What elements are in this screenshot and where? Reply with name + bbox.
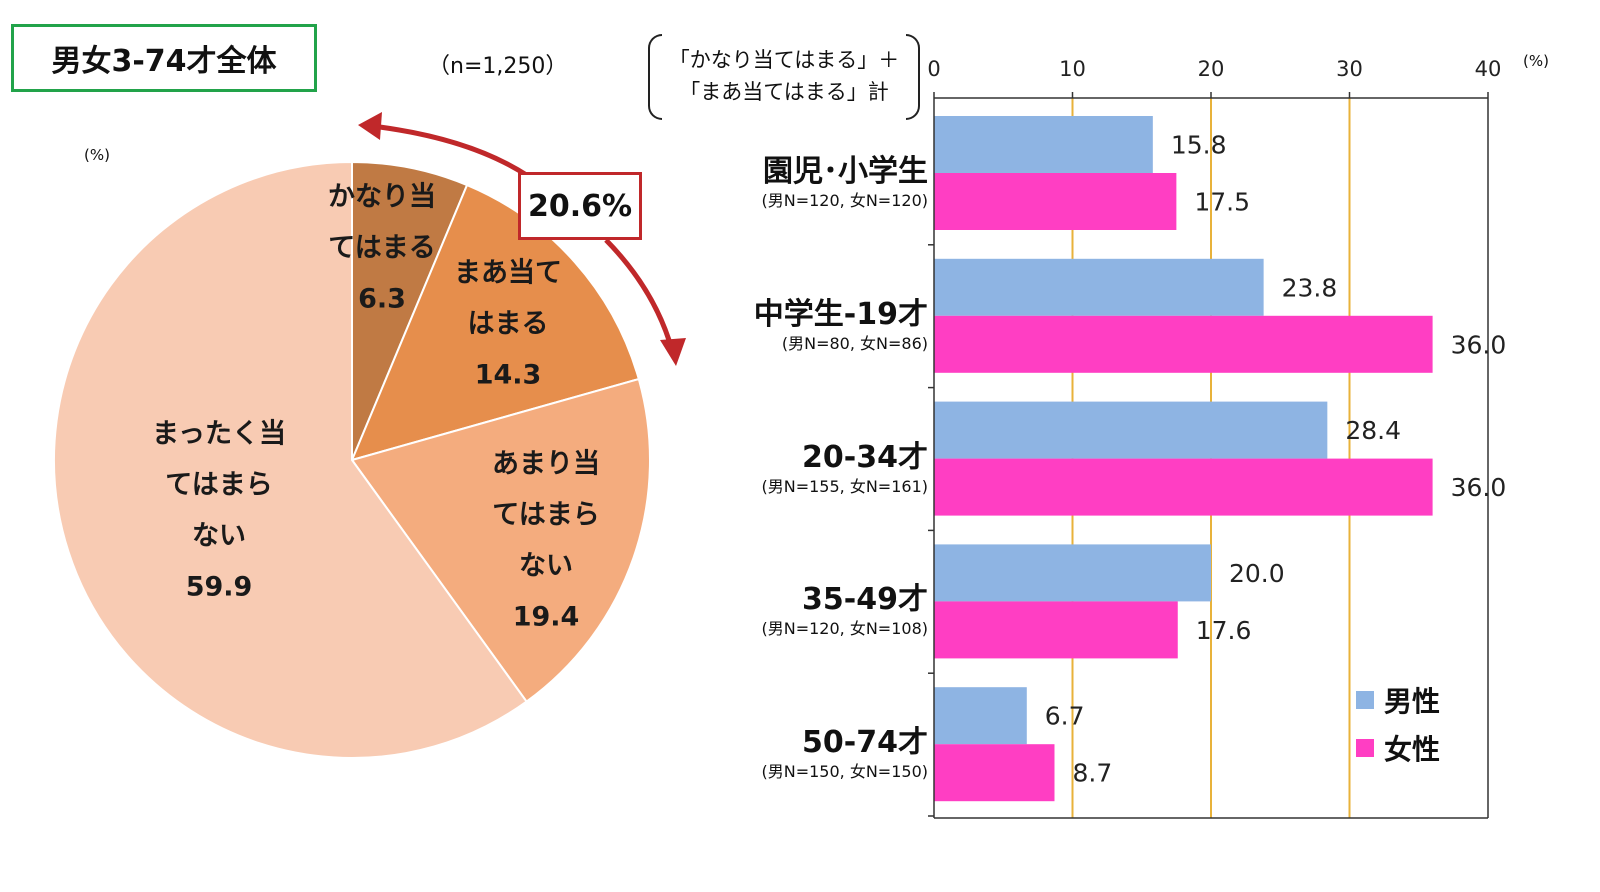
total-arrow xyxy=(371,123,530,179)
x-tick-label: 10 xyxy=(1059,57,1086,81)
bar-header-line2: 「まあ当てはまる」計 xyxy=(679,80,889,104)
pie-slice xyxy=(53,160,528,759)
pie-slice-label: てはまら xyxy=(165,470,272,501)
category-name: 園児･小学生 xyxy=(763,154,928,189)
x-tick-label: 40 xyxy=(1475,57,1502,81)
bar-female xyxy=(934,458,1433,516)
category-name: 20-34才 xyxy=(802,439,928,475)
pie-slice-label: てはまら xyxy=(492,500,599,531)
bar-value-label: 36.0 xyxy=(1451,330,1507,359)
category-sample-size: (男N=120, 女N=120) xyxy=(761,191,929,210)
pie-slice-value: 19.4 xyxy=(513,602,580,633)
bar-value-label: 28.4 xyxy=(1345,416,1401,445)
x-tick-label: 30 xyxy=(1336,57,1363,81)
pie-slice-value: 6.3 xyxy=(358,284,406,315)
bar-value-label: 6.7 xyxy=(1045,702,1085,731)
category-sample-size: (男N=150, 女N=150) xyxy=(761,762,929,782)
category-label: 園児･小学生 (男N=120, 女N=120) xyxy=(700,154,929,212)
legend-item-male: 男性 xyxy=(1356,676,1440,724)
category-label: 中学生-19才 (男N=80, 女N=86) xyxy=(700,297,928,355)
bar-male xyxy=(934,258,1264,316)
bar-value-label: 15.8 xyxy=(1171,131,1227,160)
pie-slice-label: あまり当 xyxy=(492,449,600,480)
bar-value-label: 36.0 xyxy=(1451,473,1507,502)
category-sample-size: (男N=120, 女N=108) xyxy=(761,619,929,639)
bar-female xyxy=(934,315,1433,373)
bar-chart-header: 「かなり当てはまる」＋ 「まあ当てはまる」計 xyxy=(648,34,920,120)
category-name: 50-74才 xyxy=(802,725,928,761)
category-sample-size: (男N=155, 女N=161) xyxy=(761,476,929,496)
category-name: 中学生-19才 xyxy=(753,296,928,332)
pie-slice-value: 59.9 xyxy=(186,572,253,603)
total-arrow-head-right xyxy=(660,338,686,366)
bar-female xyxy=(934,744,1055,802)
pie-slice-value: 14.3 xyxy=(475,360,542,391)
pie-slice xyxy=(350,183,641,462)
bar-male xyxy=(934,116,1153,173)
bar-header-line1: 「かなり当てはまる」＋ xyxy=(668,48,900,72)
legend-swatch-male xyxy=(1356,691,1374,709)
pie-slice-label: かなり当 xyxy=(328,182,436,213)
bar-male xyxy=(934,544,1211,602)
pie-slice xyxy=(351,160,469,461)
bar-value-label: 23.8 xyxy=(1282,273,1338,302)
pie-unit-label: (%) xyxy=(84,146,110,164)
category-sample-size: (男N=80, 女N=86) xyxy=(781,333,928,353)
pie-slice-label: ない xyxy=(192,521,246,552)
pie-slice-label: はまる xyxy=(468,309,549,340)
bar-value-label: 17.5 xyxy=(1194,188,1250,217)
pie-slice-label: てはまる xyxy=(328,233,435,264)
x-tick-label: 0 xyxy=(927,57,940,81)
bar-male xyxy=(934,401,1328,459)
chart-title: 男女3-74才全体 xyxy=(11,24,317,92)
category-label: 20-34才 (男N=155, 女N=161) xyxy=(700,439,929,498)
legend-swatch-female xyxy=(1356,739,1374,757)
bar-value-label: 20.0 xyxy=(1229,559,1285,588)
bar-female xyxy=(934,173,1177,230)
combined-total-badge: 20.6% xyxy=(518,172,642,240)
bar-male xyxy=(934,687,1027,745)
category-label: 35-49才 (男N=120, 女N=108) xyxy=(700,582,929,640)
category-name: 35-49才 xyxy=(802,582,928,618)
pie-slice-label: まったく当 xyxy=(152,419,286,450)
x-tick-label: 20 xyxy=(1198,57,1225,81)
legend: 男性 女性 xyxy=(1356,676,1440,772)
bar-unit-label: (%) xyxy=(1523,52,1549,70)
legend-item-female: 女性 xyxy=(1356,724,1440,772)
total-arrow-head-left xyxy=(358,112,382,140)
bar-value-label: 17.6 xyxy=(1196,616,1252,645)
pie-slice-label: ない xyxy=(519,551,573,582)
sample-size-note: （n=1,250） xyxy=(428,54,568,79)
category-label: 50-74才 (男N=150, 女N=150) xyxy=(700,725,929,783)
bar-value-label: 8.7 xyxy=(1072,759,1112,788)
pie-slice xyxy=(350,377,651,703)
legend-label-female: 女性 xyxy=(1384,733,1441,766)
legend-label-male: 男性 xyxy=(1384,685,1441,718)
pie-slice-label: まあ当て xyxy=(454,258,562,289)
total-arrow-lower xyxy=(604,238,675,351)
bar-female xyxy=(934,601,1178,659)
